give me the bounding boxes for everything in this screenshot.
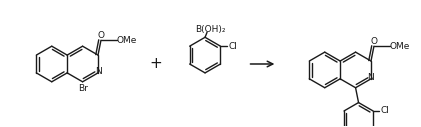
Text: O: O	[98, 31, 104, 40]
Text: Cl: Cl	[229, 42, 238, 51]
Text: OMe: OMe	[117, 36, 137, 45]
Text: OMe: OMe	[389, 42, 410, 51]
Text: O: O	[370, 37, 378, 46]
Text: Br: Br	[77, 84, 88, 93]
Text: N: N	[368, 73, 374, 82]
Text: Cl: Cl	[381, 106, 389, 115]
Text: B(OH)₂: B(OH)₂	[195, 25, 225, 34]
Text: N: N	[95, 67, 101, 76]
Text: +: +	[149, 57, 162, 72]
